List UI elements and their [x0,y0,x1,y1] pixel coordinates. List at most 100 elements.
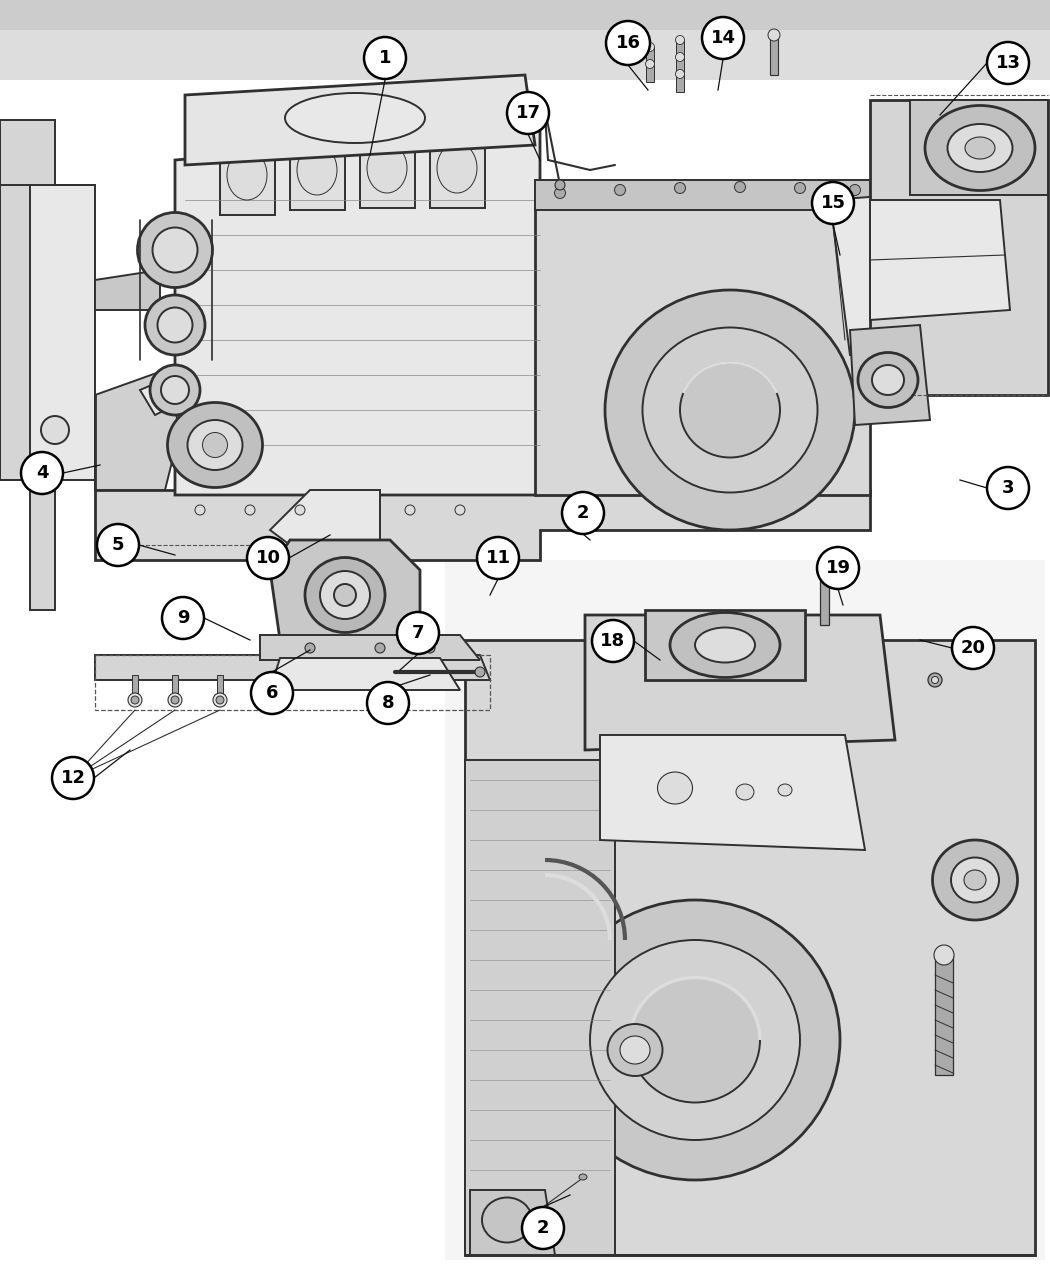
Ellipse shape [695,627,755,663]
Circle shape [987,42,1029,84]
Polygon shape [465,760,615,1255]
Bar [676,74,684,92]
Ellipse shape [736,784,754,799]
Bar [770,34,778,75]
Ellipse shape [128,694,142,708]
Circle shape [397,612,439,654]
Polygon shape [260,635,480,660]
Circle shape [21,453,63,493]
Ellipse shape [675,36,685,45]
Text: 2: 2 [537,1219,549,1237]
Polygon shape [94,370,180,490]
Ellipse shape [550,900,840,1179]
Bar [676,40,684,57]
Text: 18: 18 [601,632,626,650]
Text: 11: 11 [485,550,510,567]
Circle shape [592,620,634,662]
Polygon shape [140,375,185,414]
Ellipse shape [475,667,485,677]
Polygon shape [850,325,930,425]
Ellipse shape [608,1024,663,1076]
Text: 19: 19 [825,558,851,578]
Polygon shape [430,128,485,208]
Ellipse shape [872,365,904,395]
Ellipse shape [213,694,227,708]
Polygon shape [360,128,415,208]
Ellipse shape [925,106,1035,190]
Ellipse shape [928,673,942,687]
Ellipse shape [643,328,818,492]
Ellipse shape [295,505,304,515]
Ellipse shape [138,213,212,287]
Ellipse shape [965,136,995,159]
Ellipse shape [334,584,356,606]
Ellipse shape [41,416,69,444]
Polygon shape [94,655,490,680]
Text: 14: 14 [711,29,735,47]
Circle shape [817,547,859,589]
Ellipse shape [285,93,425,143]
Ellipse shape [203,432,228,458]
Polygon shape [830,195,915,354]
Polygon shape [470,1190,555,1255]
Ellipse shape [405,505,415,515]
Ellipse shape [646,60,654,69]
Circle shape [562,492,604,534]
Circle shape [368,682,410,724]
Circle shape [952,627,994,669]
Circle shape [702,17,744,59]
Ellipse shape [488,564,496,571]
Ellipse shape [670,612,780,677]
Ellipse shape [778,784,792,796]
Ellipse shape [579,1174,587,1179]
Ellipse shape [554,187,566,199]
Ellipse shape [630,978,760,1103]
Ellipse shape [145,295,205,354]
Circle shape [364,37,406,79]
Ellipse shape [245,505,255,515]
Text: 8: 8 [382,694,395,711]
Circle shape [52,757,94,799]
Polygon shape [585,615,895,750]
Text: 13: 13 [995,54,1021,71]
Ellipse shape [964,870,986,890]
Ellipse shape [425,643,435,653]
Text: 15: 15 [820,194,845,212]
Ellipse shape [437,143,477,193]
Ellipse shape [297,145,337,195]
Ellipse shape [934,945,954,965]
Bar [676,57,684,75]
Circle shape [812,182,854,224]
Ellipse shape [455,505,465,515]
Ellipse shape [171,696,178,704]
Polygon shape [94,490,870,560]
Text: 12: 12 [61,769,85,787]
Bar [445,560,1045,1260]
Bar [934,955,953,1075]
Ellipse shape [932,840,1017,921]
Ellipse shape [150,365,200,414]
Polygon shape [870,99,1048,395]
Polygon shape [175,130,540,495]
Circle shape [987,467,1029,509]
Ellipse shape [680,362,780,458]
Ellipse shape [675,70,685,79]
Ellipse shape [320,571,370,618]
Circle shape [247,537,289,579]
Text: 6: 6 [266,683,278,703]
Circle shape [606,20,650,65]
Polygon shape [290,130,345,210]
Polygon shape [0,120,55,609]
Polygon shape [220,135,275,215]
Bar [172,674,179,700]
Text: 17: 17 [516,105,541,122]
Ellipse shape [482,1197,532,1243]
Ellipse shape [168,403,262,487]
Bar [820,570,830,625]
Ellipse shape [795,182,805,194]
Ellipse shape [614,185,626,195]
Ellipse shape [152,227,197,273]
Polygon shape [270,658,460,690]
Ellipse shape [931,677,939,683]
Ellipse shape [188,419,243,470]
